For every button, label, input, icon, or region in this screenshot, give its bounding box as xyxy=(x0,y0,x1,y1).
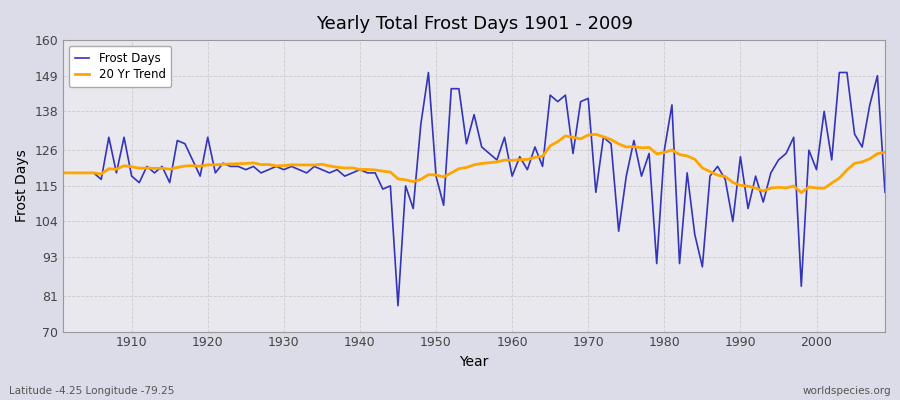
20 Yr Trend xyxy=(796,190,806,195)
20 Yr Trend xyxy=(879,150,890,154)
20 Yr Trend xyxy=(286,162,297,167)
Y-axis label: Frost Days: Frost Days xyxy=(15,150,29,222)
Legend: Frost Days, 20 Yr Trend: Frost Days, 20 Yr Trend xyxy=(69,46,172,87)
Text: Latitude -4.25 Longitude -79.25: Latitude -4.25 Longitude -79.25 xyxy=(9,386,175,396)
20 Yr Trend xyxy=(500,158,510,162)
Frost Days xyxy=(286,164,297,169)
Line: Frost Days: Frost Days xyxy=(63,72,885,306)
20 Yr Trend xyxy=(590,132,601,137)
20 Yr Trend xyxy=(58,170,68,175)
Frost Days xyxy=(58,170,68,175)
Frost Days xyxy=(514,154,525,159)
Line: 20 Yr Trend: 20 Yr Trend xyxy=(63,134,885,193)
Text: worldspecies.org: worldspecies.org xyxy=(803,386,891,396)
Frost Days xyxy=(613,229,624,234)
X-axis label: Year: Year xyxy=(459,355,489,369)
20 Yr Trend xyxy=(507,158,517,163)
20 Yr Trend xyxy=(119,163,130,168)
Frost Days xyxy=(522,167,533,172)
20 Yr Trend xyxy=(332,165,343,170)
20 Yr Trend xyxy=(606,137,616,142)
Frost Days xyxy=(423,70,434,75)
Frost Days xyxy=(332,167,343,172)
Frost Days xyxy=(392,303,403,308)
Frost Days xyxy=(879,190,890,195)
Frost Days xyxy=(119,135,130,140)
Title: Yearly Total Frost Days 1901 - 2009: Yearly Total Frost Days 1901 - 2009 xyxy=(316,15,633,33)
